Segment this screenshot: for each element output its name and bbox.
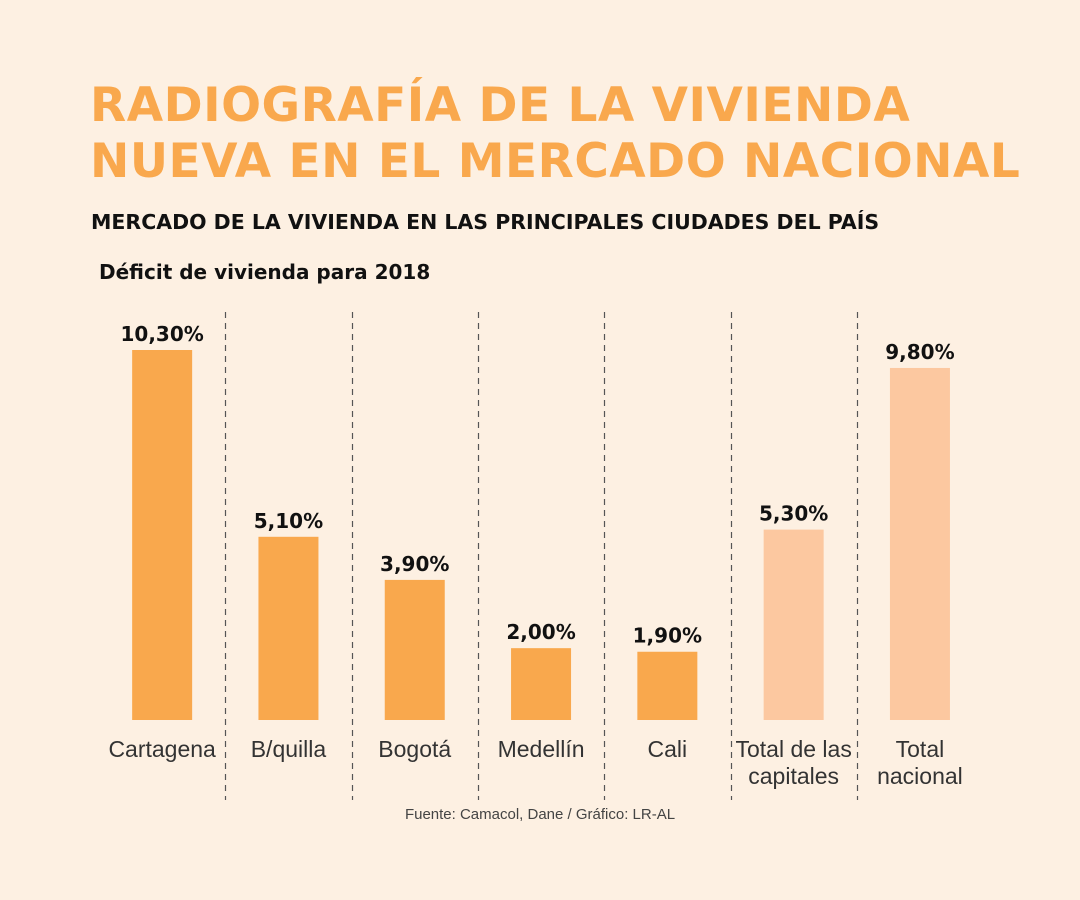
category-label: nacional bbox=[877, 763, 963, 789]
category-label: Medellín bbox=[498, 736, 585, 762]
category-label: Cali bbox=[648, 736, 688, 762]
title-line-2: NUEVA EN EL MERCADO NACIONAL bbox=[90, 134, 1021, 189]
subtitle: MERCADO DE LA VIVIENDA EN LAS PRINCIPALE… bbox=[91, 210, 880, 234]
category-label: B/quilla bbox=[251, 736, 327, 762]
bar bbox=[637, 651, 698, 720]
value-label: 5,30% bbox=[759, 502, 828, 526]
bar bbox=[763, 529, 824, 720]
bar bbox=[384, 579, 445, 720]
value-label: 10,30% bbox=[120, 322, 203, 346]
value-label: 5,10% bbox=[254, 509, 323, 533]
category-label: capitales bbox=[748, 763, 839, 789]
bar bbox=[889, 367, 950, 720]
category-label: Cartagena bbox=[108, 736, 216, 762]
chart-title-main: RADIOGRAFÍA DE LA VIVIENDA NUEVA EN EL M… bbox=[90, 78, 1020, 190]
category-label: Bogotá bbox=[378, 736, 451, 762]
bar bbox=[258, 536, 319, 720]
bar bbox=[511, 648, 572, 720]
value-label: 1,90% bbox=[633, 624, 702, 648]
chart-title: Déficit de vivienda para 2018 bbox=[99, 260, 431, 284]
source-note: Fuente: Camacol, Dane / Gráfico: LR-AL bbox=[404, 806, 676, 823]
title-line-1: RADIOGRAFÍA DE LA VIVIENDA bbox=[90, 78, 911, 133]
category-label: Total de las bbox=[735, 736, 851, 762]
category-label: Total bbox=[896, 736, 945, 762]
value-label: 9,80% bbox=[885, 340, 954, 364]
value-label: 3,90% bbox=[380, 552, 449, 576]
bar bbox=[132, 350, 193, 720]
value-label: 2,00% bbox=[506, 620, 575, 644]
